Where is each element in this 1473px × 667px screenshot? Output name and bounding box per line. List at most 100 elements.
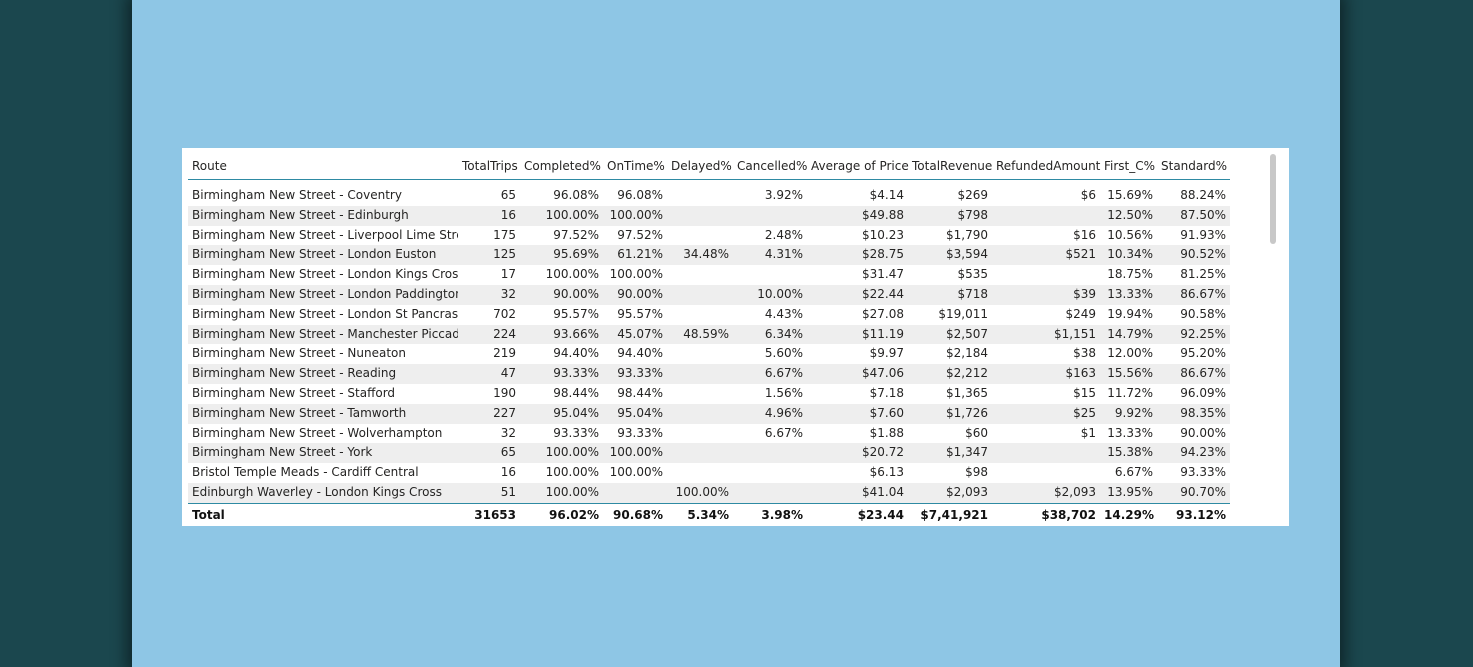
column-header-standard-pct[interactable]: Standard% xyxy=(1157,152,1230,180)
column-header-totaltrips[interactable]: TotalTrips xyxy=(458,152,520,180)
table-row[interactable]: Birmingham New Street - Coventry 65 96.08%… xyxy=(188,186,1230,206)
cell-route: Birmingham New Street - Wolverhampton xyxy=(192,425,443,440)
cell-totaltrips: 17 xyxy=(500,267,516,282)
column-header-first-c-pct[interactable]: First_C% xyxy=(1100,152,1157,180)
column-header-completed-pct[interactable]: Completed% xyxy=(520,152,603,180)
table-row[interactable]: Birmingham New Street - Wolverhampton 32 9… xyxy=(188,424,1230,444)
column-header-route[interactable]: Route xyxy=(188,152,458,180)
cell-completed-pct: 90.00% xyxy=(520,284,603,305)
cell-refundedamount: $6 xyxy=(1080,188,1096,202)
cell-totaltrips: 702 xyxy=(493,306,516,321)
table-row[interactable]: Birmingham New Street - London Euston 125… xyxy=(188,245,1230,266)
cell-totalrevenue: $718 xyxy=(908,284,992,305)
cell-completed-pct: 95.04% xyxy=(520,403,603,424)
cell-first-c-pct: 6.67% xyxy=(1114,465,1153,480)
cell-delayed-pct xyxy=(667,226,733,246)
cell-ontime-pct: 100.00% xyxy=(603,205,667,226)
cell-average-of-price: $41.04 xyxy=(807,482,908,504)
cell-completed-pct: 100.00% xyxy=(520,482,603,504)
cell-ontime-pct: 45.07% xyxy=(603,324,667,345)
cell-totalrevenue: $2,507 xyxy=(908,324,992,345)
cell-standard-pct: 88.24% xyxy=(1180,188,1226,202)
cell-average-of-price: $22.44 xyxy=(807,284,908,305)
cell-totaltrips: 32 xyxy=(500,425,516,440)
cell-totalrevenue: $19,011 xyxy=(938,306,988,321)
table-row[interactable]: Birmingham New Street - Stafford 190 98.44… xyxy=(188,384,1230,404)
table-row[interactable]: Bristol Temple Meads - Cardiff Central 16… xyxy=(188,463,1230,483)
cell-delayed-pct xyxy=(667,205,733,226)
cell-average-of-price: $20.72 xyxy=(807,443,908,464)
table-row[interactable]: Birmingham New Street - London St Pancra… xyxy=(188,305,1230,325)
table-row[interactable]: Birmingham New Street - London Paddingto… xyxy=(188,284,1230,305)
cell-cancelled-pct xyxy=(733,443,807,464)
cell-average-of-price: $10.23 xyxy=(862,227,904,242)
cell-first-c-pct: 15.38% xyxy=(1100,443,1157,464)
cell-completed-pct: 100.00% xyxy=(545,465,599,480)
cell-cancelled-pct: 1.56% xyxy=(764,385,803,400)
cell-cancelled-pct: 6.67% xyxy=(733,364,807,384)
cell-ontime-pct: 93.33% xyxy=(603,364,667,384)
table-row[interactable]: Birmingham New Street - York 65 100.00% 100… xyxy=(188,443,1230,464)
cell-first-c-pct: 10.34% xyxy=(1100,245,1157,266)
cell-route: Birmingham New Street - Reading xyxy=(188,364,458,384)
cell-route: Birmingham New Street - London Paddingto… xyxy=(188,284,458,305)
column-header-refundedamount[interactable]: RefundedAmount xyxy=(992,152,1100,180)
cell-ontime-pct: 96.08% xyxy=(617,188,663,202)
cell-standard-pct: 86.67% xyxy=(1157,284,1230,305)
cell-standard-pct: 90.70% xyxy=(1157,482,1230,504)
cell-standard-pct: 87.50% xyxy=(1157,205,1230,226)
cell-completed-pct: 93.33% xyxy=(553,425,599,440)
cell-route: Birmingham New Street - London Euston xyxy=(188,245,458,266)
cell-standard-pct: 81.25% xyxy=(1180,267,1226,282)
table-row[interactable]: Edinburgh Waverley - London Kings Cross 5… xyxy=(188,482,1230,504)
cell-delayed-pct xyxy=(667,403,733,424)
cell-ontime-pct: 100.00% xyxy=(603,443,667,464)
cell-cancelled-pct xyxy=(733,463,807,483)
cell-average-of-price: $6.13 xyxy=(869,465,904,480)
cell-totaltrips: 175 xyxy=(493,227,516,242)
table-row[interactable]: Birmingham New Street - Reading 47 93.33% 9… xyxy=(188,364,1230,384)
cell-totalrevenue: $3,594 xyxy=(908,245,992,266)
cell-standard-pct: 90.58% xyxy=(1180,306,1226,321)
cell-route: Birmingham New Street - London St Pancra… xyxy=(192,306,458,321)
table-row[interactable]: Birmingham New Street - Liverpool Lime S… xyxy=(188,226,1230,246)
cell-refundedamount xyxy=(992,265,1100,285)
cell-average-of-price: $28.75 xyxy=(807,245,908,266)
table-body: Birmingham New Street - Coventry 65 96.08%… xyxy=(188,180,1230,504)
cell-ontime-pct: 61.21% xyxy=(603,245,667,266)
column-header-delayed-pct[interactable]: Delayed% xyxy=(667,152,733,180)
cell-standard-pct: 91.93% xyxy=(1180,227,1226,242)
cell-first-c-pct: 15.56% xyxy=(1100,364,1157,384)
cell-route: Birmingham New Street - Coventry xyxy=(192,188,402,202)
table-row[interactable]: Birmingham New Street - Nuneaton 219 94.40… xyxy=(188,344,1230,364)
table-row[interactable]: Birmingham New Street - Manchester Picca… xyxy=(188,324,1230,345)
table-row[interactable]: Birmingham New Street - London Kings Cro… xyxy=(188,265,1230,285)
cell-delayed-pct xyxy=(667,364,733,384)
cell-route: Birmingham New Street - York xyxy=(188,443,458,464)
vertical-scrollbar[interactable] xyxy=(1270,154,1276,244)
table-row[interactable]: Birmingham New Street - Tamworth 227 95.04… xyxy=(188,403,1230,424)
cell-average-of-price: $4.14 xyxy=(869,188,904,202)
cell-totaltrips: 190 xyxy=(493,385,516,400)
table-visual[interactable]: Route TotalTrips Completed% OnTime% Delayed%… xyxy=(182,148,1289,526)
cell-totalrevenue: $798 xyxy=(908,205,992,226)
cell-first-c-pct: 18.75% xyxy=(1107,267,1153,282)
cell-totalrevenue: $1,726 xyxy=(908,403,992,424)
table-row[interactable]: Birmingham New Street - Edinburgh 16 100.0… xyxy=(188,205,1230,226)
cell-average-of-price: $7.60 xyxy=(807,403,908,424)
cell-completed-pct: 97.52% xyxy=(553,227,599,242)
column-header-average-of-price[interactable]: Average of Price xyxy=(807,152,909,180)
cell-refundedamount: $521 xyxy=(992,245,1100,266)
total-cell-first-c-pct: 14.29% xyxy=(1100,502,1157,526)
column-header-cancelled-pct[interactable]: Cancelled% xyxy=(733,152,807,180)
cell-ontime-pct: 97.52% xyxy=(617,227,663,242)
cell-ontime-pct: 95.04% xyxy=(603,403,667,424)
cell-standard-pct: 96.09% xyxy=(1180,385,1226,400)
cell-first-c-pct: 14.79% xyxy=(1100,324,1157,345)
data-table: Route TotalTrips Completed% OnTime% Delayed%… xyxy=(188,152,1230,526)
column-header-ontime-pct[interactable]: OnTime% xyxy=(603,152,667,180)
cell-totalrevenue: $2,093 xyxy=(908,482,992,504)
cell-average-of-price: $11.19 xyxy=(807,324,908,345)
cell-ontime-pct: 95.57% xyxy=(617,306,663,321)
column-header-totalrevenue[interactable]: TotalRevenue xyxy=(908,152,992,180)
